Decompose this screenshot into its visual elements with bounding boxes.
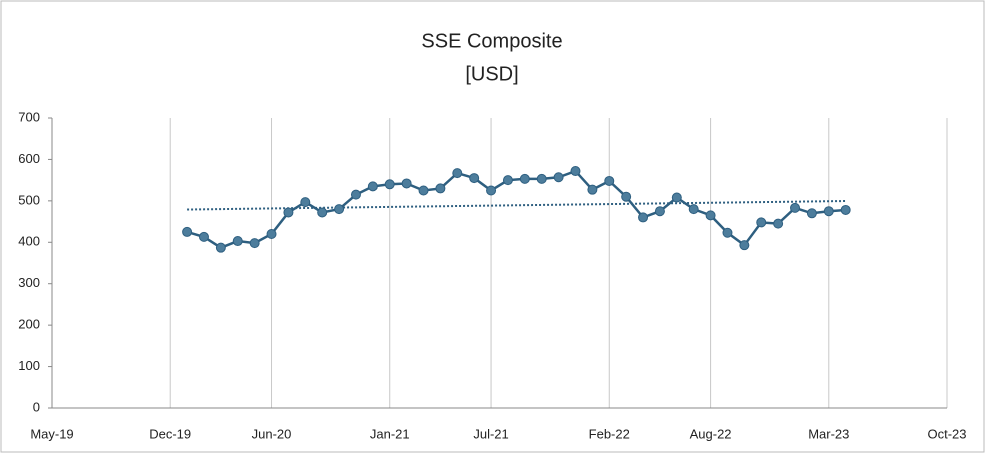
point (249, 238, 260, 249)
point (452, 168, 463, 179)
point (570, 166, 581, 177)
x-tick-label: Jan-21 (370, 426, 410, 441)
y-tick-label: 300 (18, 275, 40, 290)
point (283, 207, 294, 218)
point (756, 217, 767, 228)
point (384, 179, 395, 190)
point (486, 185, 497, 196)
x-tick-label: Mar-23 (808, 426, 849, 441)
point (435, 183, 446, 194)
point (350, 189, 361, 200)
point (317, 207, 328, 218)
x-tick-label: Feb-22 (589, 426, 630, 441)
point (739, 240, 750, 251)
point (182, 226, 193, 237)
x-tick-label: Jul-21 (473, 426, 508, 441)
point (688, 204, 699, 215)
point (773, 218, 784, 229)
point (519, 173, 530, 184)
point (232, 236, 243, 247)
point (198, 231, 209, 242)
point (215, 242, 226, 253)
point (638, 212, 649, 223)
chart-subtitle: [USD] (465, 63, 518, 85)
chart-title: SSE Composite (421, 30, 562, 52)
point (266, 229, 277, 239)
x-tick-label: May-19 (30, 426, 73, 441)
point (536, 173, 547, 184)
y-tick-label: 700 (18, 109, 40, 124)
point (722, 227, 733, 238)
point (654, 206, 665, 217)
point (823, 206, 834, 217)
line-series (186, 169, 846, 250)
point (553, 172, 564, 183)
point (300, 197, 311, 208)
point (418, 185, 429, 196)
point (587, 184, 598, 195)
y-tick-label: 400 (18, 234, 40, 249)
y-tick-label: 500 (18, 192, 40, 207)
point (840, 204, 851, 215)
point (790, 202, 801, 213)
point (705, 210, 716, 221)
y-tick-label: 0 (33, 399, 40, 414)
point (502, 175, 513, 186)
point (367, 181, 378, 192)
point (604, 175, 615, 186)
y-tick-label: 100 (18, 358, 40, 373)
y-tick-label: 200 (18, 317, 40, 332)
point (401, 178, 412, 189)
point (334, 204, 345, 215)
x-tick-label: Jun-20 (252, 426, 292, 441)
y-tick-label: 600 (18, 151, 40, 166)
point (671, 192, 682, 203)
x-tick-label: Aug-22 (690, 426, 732, 441)
x-tick-label: Oct-23 (927, 426, 966, 441)
x-tick-label: Dec-19 (149, 426, 191, 441)
point (621, 191, 632, 202)
point (806, 208, 817, 219)
point (469, 173, 480, 184)
